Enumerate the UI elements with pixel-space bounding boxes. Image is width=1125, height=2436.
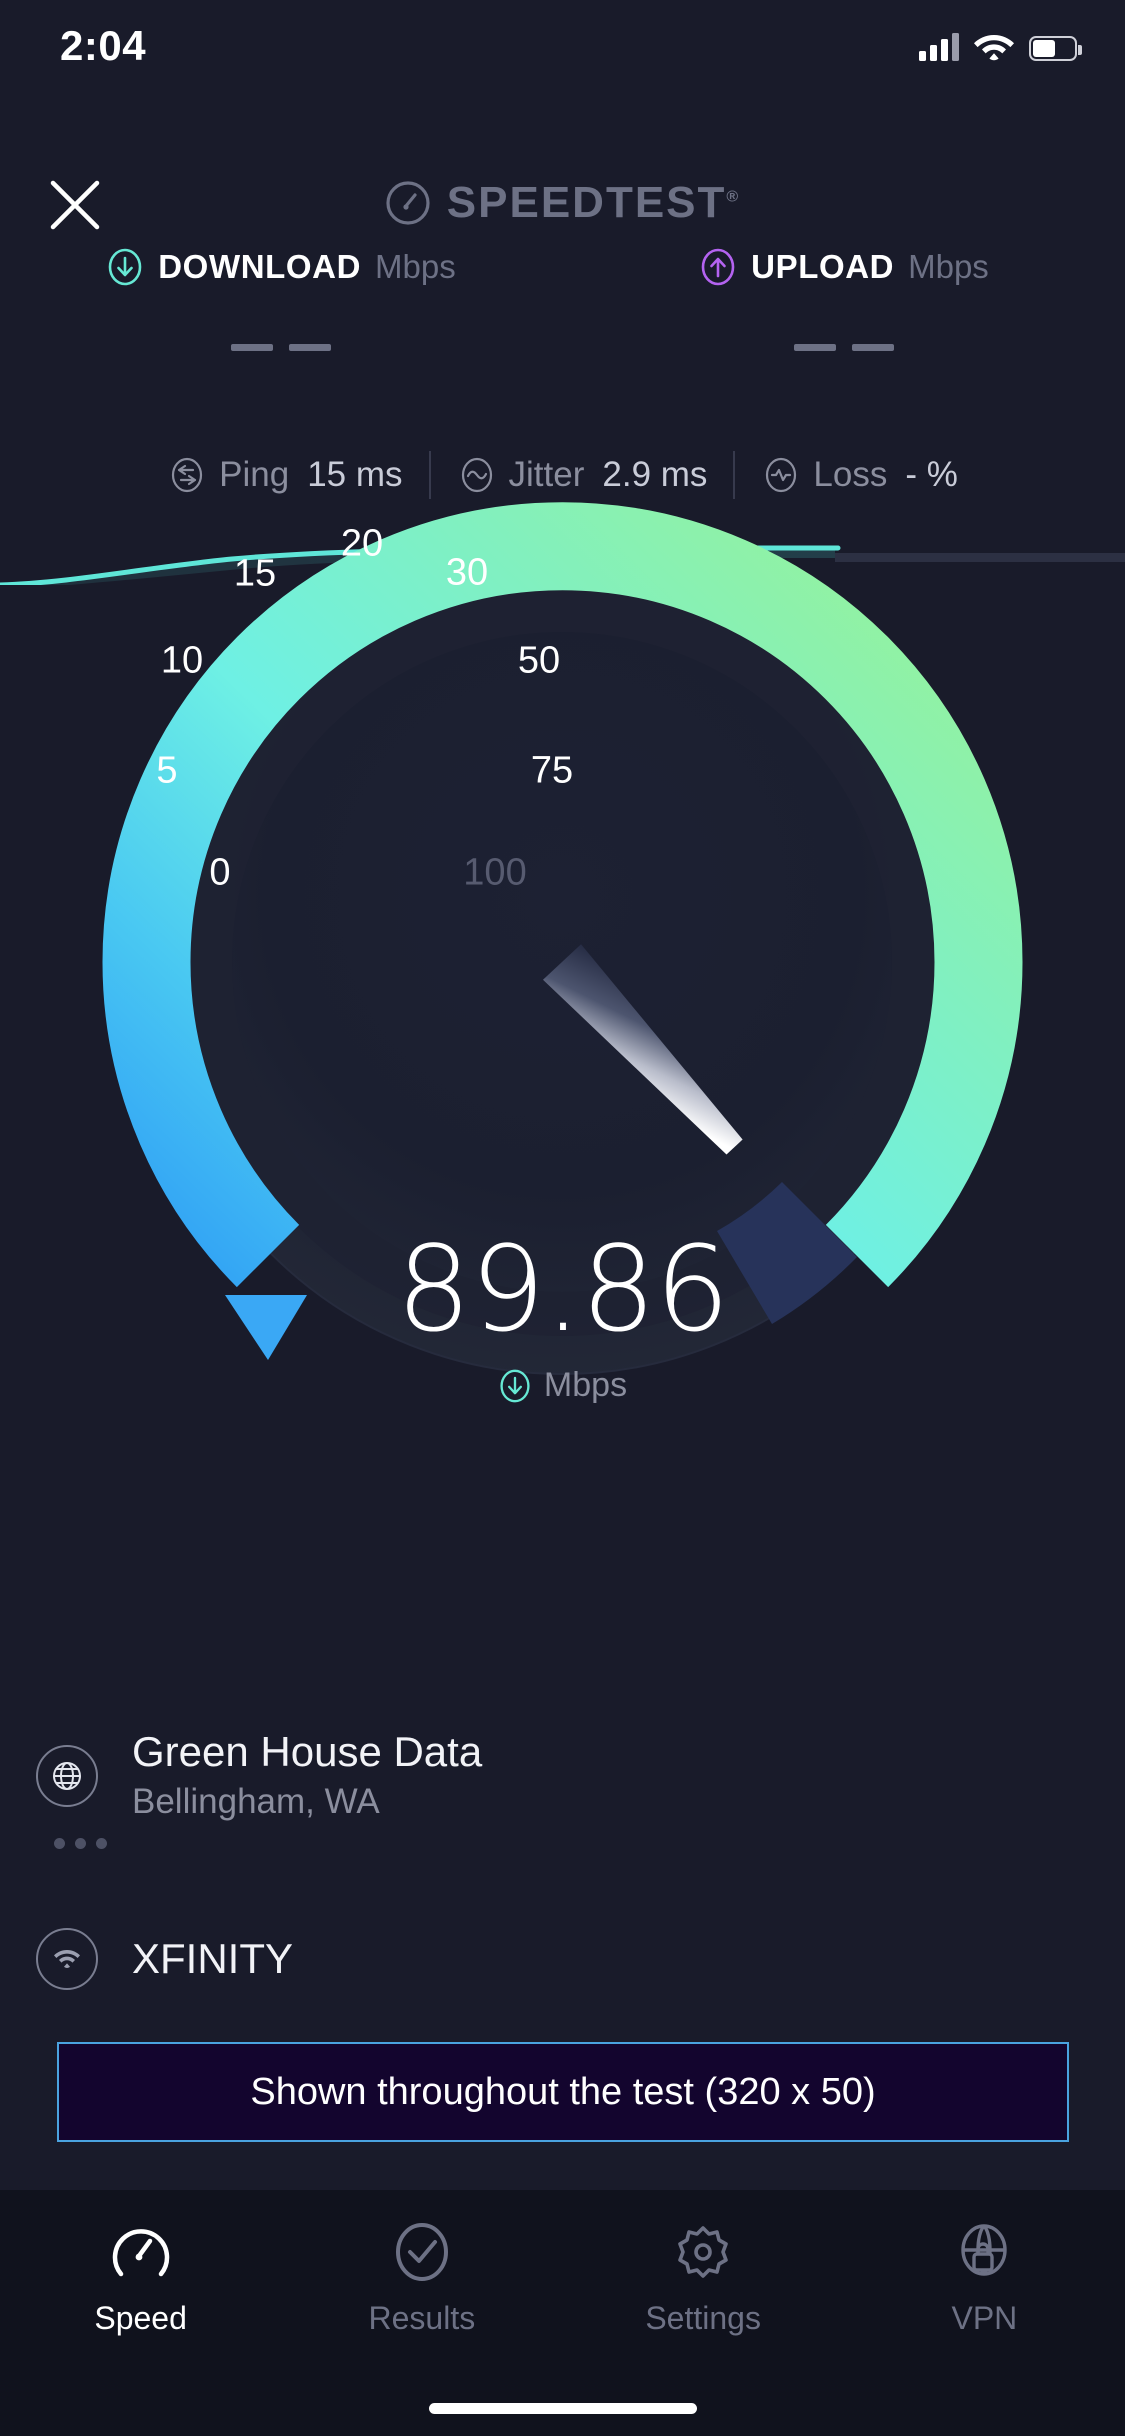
stat-ping-label: Ping: [219, 455, 290, 494]
upload-unit: Mbps: [908, 248, 989, 285]
download-metric: DOWNLOAD Mbps: [0, 248, 562, 351]
upload-value: [563, 344, 1125, 351]
stat-divider: [733, 451, 736, 499]
status-bar-indicators: [919, 30, 1082, 61]
download-label: DOWNLOAD: [158, 248, 362, 285]
stat-loss: Loss - %: [735, 455, 983, 495]
check-circle-icon: [395, 2223, 448, 2281]
battery-icon: [1029, 36, 1082, 61]
gauge-tick-15: 15: [233, 552, 277, 595]
tab-vpn[interactable]: VPN: [844, 2220, 1125, 2337]
speed-gauge: 0 5 10 15 20 30 50 75 100: [55, 455, 1070, 1470]
tab-vpn-label: VPN: [951, 2300, 1018, 2336]
ad-banner[interactable]: Shown throughout the test (320 x 50): [57, 2042, 1069, 2142]
ad-banner-text: Shown throughout the test (320 x 50): [250, 2070, 876, 2113]
network-stats-row: Ping 15 ms Jitter 2.9 ms Loss - %: [0, 440, 1125, 510]
download-upload-summary: DOWNLOAD Mbps UPLOAD Mbps: [0, 248, 1125, 438]
brand-trademark: ®: [726, 188, 741, 206]
stat-ping: Ping 15 ms: [141, 455, 428, 495]
upload-metric: UPLOAD Mbps: [563, 248, 1125, 351]
gauge-tick-0: 0: [209, 851, 231, 894]
gauge-tick-10: 10: [160, 639, 204, 682]
status-bar: 2:04: [0, 0, 1125, 90]
gear-icon: [678, 2226, 728, 2278]
globe-lock-icon: [961, 2224, 1008, 2276]
app-brand: SPEEDTEST®: [0, 178, 1125, 228]
tab-settings-label: Settings: [645, 2300, 761, 2336]
gauge-tick-100: 100: [463, 851, 527, 894]
download-unit: Mbps: [375, 248, 456, 285]
upload-arrow-icon: [701, 248, 735, 286]
brand-name: SPEEDTEST®: [446, 178, 741, 227]
cellular-signal-icon: [919, 31, 959, 61]
ping-icon: [172, 457, 203, 493]
wifi-icon: [974, 35, 1014, 61]
stat-loss-label: Loss: [813, 455, 888, 494]
close-icon[interactable]: [40, 170, 110, 240]
gauge-arc: [102, 502, 1023, 1288]
wifi-circle-icon: [36, 1928, 98, 1990]
isp-name: XFINITY: [132, 1935, 294, 1983]
upload-label: UPLOAD: [751, 248, 895, 285]
stat-loss-value: - %: [905, 455, 958, 494]
server-row[interactable]: Green House Data Bellingham, WA: [36, 1728, 482, 1823]
isp-row[interactable]: XFINITY: [36, 1928, 293, 1990]
jitter-icon: [461, 457, 492, 493]
stat-ping-value: 15 ms: [307, 455, 403, 494]
gauge-tick-75: 75: [530, 749, 574, 792]
gauge-tick-20: 20: [340, 522, 384, 565]
globe-icon: [36, 1744, 98, 1807]
stat-divider: [428, 451, 431, 499]
server-location: Bellingham, WA: [132, 1782, 380, 1822]
gauge-end-cap: [717, 1182, 857, 1324]
speedometer-icon: [112, 2229, 169, 2277]
loss-icon: [766, 457, 797, 493]
gauge-arc-tail: [225, 1295, 307, 1360]
more-dots-icon[interactable]: [54, 1838, 107, 1849]
gauge-needle: [542, 944, 743, 1155]
bottom-tab-bar: Speed Results Settings VPN: [0, 2190, 1125, 2436]
speedtest-logo-icon: [386, 181, 430, 225]
tab-speed[interactable]: Speed: [0, 2220, 281, 2337]
home-indicator: [428, 2403, 697, 2414]
tab-results[interactable]: Results: [281, 2220, 562, 2337]
stat-jitter-value: 2.9 ms: [602, 455, 708, 494]
download-arrow-icon: [500, 1369, 530, 1402]
tab-settings[interactable]: Settings: [563, 2220, 844, 2337]
gauge-tick-5: 5: [156, 749, 178, 792]
stat-jitter-label: Jitter: [508, 455, 585, 494]
tab-speed-label: Speed: [94, 2300, 187, 2336]
gauge-tick-50: 50: [517, 639, 561, 682]
gauge-tick-30: 30: [445, 551, 489, 594]
status-bar-clock: 2:04: [60, 22, 147, 69]
tab-results-label: Results: [368, 2300, 476, 2336]
download-value: [0, 344, 562, 351]
download-arrow-icon: [108, 248, 142, 286]
gauge-reading: 89.86 Mbps: [0, 1230, 1125, 1405]
server-name: Green House Data: [132, 1728, 483, 1775]
gauge-reading-unit: Mbps: [543, 1366, 628, 1404]
stat-jitter: Jitter 2.9 ms: [431, 455, 734, 495]
gauge-reading-value: 89.86: [396, 1220, 730, 1358]
